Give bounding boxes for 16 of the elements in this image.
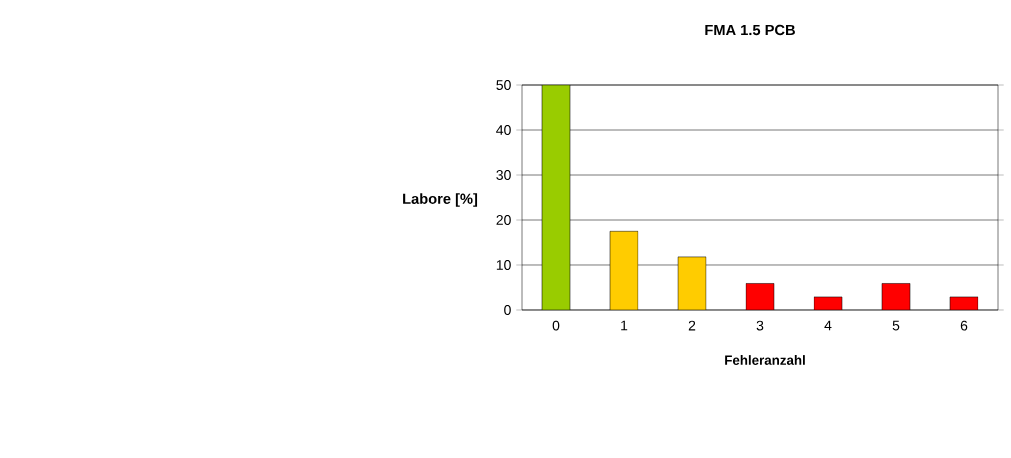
y-tick-label: 20 bbox=[496, 215, 511, 225]
y-tick-label: 40 bbox=[496, 125, 511, 135]
x-tick-label: 4 bbox=[824, 320, 832, 331]
x-axis-title: Fehleranzahl bbox=[725, 355, 805, 365]
y-tick-label: 50 bbox=[496, 80, 511, 90]
x-tick-label: 2 bbox=[688, 320, 696, 331]
x-tick-label: 1 bbox=[621, 320, 628, 331]
y-tick-label: 0 bbox=[504, 305, 511, 315]
y-tick-label: 10 bbox=[496, 260, 511, 270]
x-tick-label: 3 bbox=[756, 320, 764, 331]
y-tick-label: 30 bbox=[496, 170, 511, 180]
chart-title: FMA 1.5 PCB bbox=[705, 24, 795, 36]
x-tick-label: 6 bbox=[960, 320, 968, 331]
x-tick-label: 5 bbox=[892, 320, 900, 331]
y-axis-title: Labore [%] bbox=[403, 193, 478, 207]
x-tick-label: 0 bbox=[552, 320, 560, 331]
